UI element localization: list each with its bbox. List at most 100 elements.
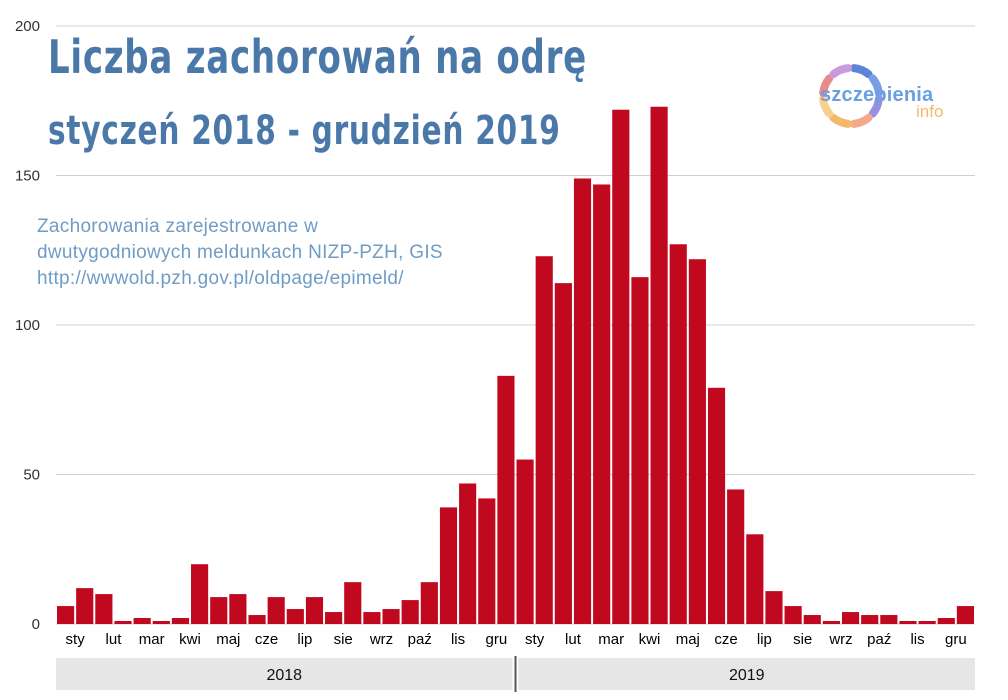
bar — [286, 609, 304, 624]
logo-ring-segment — [829, 64, 853, 79]
logo-ring-segment — [849, 113, 873, 128]
bar — [191, 564, 209, 624]
bar — [248, 615, 266, 624]
bars — [57, 106, 974, 625]
bar — [765, 591, 783, 624]
bar — [420, 582, 438, 624]
bar — [784, 606, 802, 624]
bar — [727, 489, 745, 624]
year-band — [56, 658, 513, 690]
x-tick-label: lip — [297, 631, 312, 648]
bar — [152, 621, 170, 624]
bar — [937, 618, 955, 624]
bar — [631, 277, 649, 624]
x-tick-label: lis — [910, 631, 924, 648]
y-tick-label: 100 — [15, 317, 40, 334]
x-tick-label: lis — [451, 631, 465, 648]
bar — [325, 612, 343, 624]
source-url: http://wwwold.pzh.gov.pl/oldpage/epimeld… — [37, 268, 404, 289]
x-tick-label: gru — [486, 631, 508, 648]
x-tick-label: lut — [565, 631, 582, 648]
bar — [554, 283, 572, 624]
szczepienia-info-logo-ring — [819, 64, 883, 128]
bar — [229, 594, 247, 624]
logo-ring-segment — [868, 94, 883, 118]
bar — [401, 600, 419, 624]
bar — [478, 498, 496, 624]
y-tick-label: 0 — [32, 616, 40, 633]
bar — [363, 612, 381, 624]
year-band — [518, 658, 975, 690]
bar — [439, 507, 458, 624]
bar — [861, 615, 879, 624]
year-label: 2019 — [729, 667, 765, 684]
bar — [612, 109, 630, 625]
bar — [669, 244, 687, 624]
x-tick-label: sty — [525, 631, 545, 648]
year-bands: 2018 2019 — [56, 656, 975, 692]
bar — [344, 582, 362, 624]
bar — [267, 597, 285, 624]
bar — [822, 621, 840, 624]
logo-ring-segment — [868, 74, 883, 98]
y-tick-label: 50 — [23, 467, 40, 484]
source-note-line: Zachorowania zarejestrowane w — [37, 216, 319, 237]
bar — [57, 606, 75, 624]
bar — [497, 375, 515, 624]
chart-title: Liczba zachorowań na odrę — [48, 30, 587, 84]
bar — [516, 459, 534, 624]
bar — [76, 588, 94, 624]
x-axis-month-labels: sty lut mar kwi maj cze lip sie wrz paź lis gru sty l… — [66, 631, 967, 648]
logo-ring-segment — [849, 64, 873, 79]
x-tick-label: maj — [676, 631, 700, 648]
x-tick-label: paź — [408, 631, 432, 648]
bar — [880, 615, 898, 624]
x-tick-label: mar — [598, 631, 624, 648]
x-tick-label: wrz — [369, 631, 393, 648]
y-tick-label: 150 — [15, 168, 40, 185]
bar — [171, 618, 190, 624]
bar — [746, 534, 764, 624]
bar — [95, 594, 113, 624]
x-tick-label: paź — [867, 631, 891, 648]
chart-subtitle-date-range: styczeń 2018 - grudzień 2019 — [48, 108, 561, 154]
bar — [918, 621, 936, 624]
logo-ring-segment — [819, 94, 834, 118]
bar — [803, 615, 821, 624]
source-note-line: dwutygodniowych meldunkach NIZP-PZH, GIS — [37, 242, 443, 263]
x-tick-label: sty — [66, 631, 86, 648]
bar — [899, 621, 917, 624]
bar — [841, 612, 860, 624]
y-tick-label: 200 — [15, 18, 40, 35]
y-axis-ticks: 0 50 100 150 200 — [15, 18, 40, 633]
year-label: 2018 — [266, 667, 302, 684]
grid-lines — [56, 25, 975, 625]
x-tick-label: lut — [106, 631, 123, 648]
source-note: Zachorowania zarejestrowane w dwutygodni… — [37, 214, 443, 292]
logo-text-main: szczepienia — [820, 84, 934, 106]
bar — [535, 256, 553, 624]
x-tick-label: cze — [714, 631, 737, 648]
x-tick-label: lip — [757, 631, 772, 648]
bar — [593, 184, 611, 624]
bar — [133, 618, 151, 624]
bar — [114, 621, 132, 624]
bar — [956, 606, 974, 624]
bar — [650, 106, 668, 625]
bar — [707, 387, 726, 624]
x-tick-label: gru — [945, 631, 967, 648]
x-tick-label: cze — [255, 631, 278, 648]
logo-text-sub: info — [916, 102, 944, 121]
bar — [305, 597, 324, 624]
x-tick-label: maj — [216, 631, 240, 648]
logo-ring-segment — [819, 74, 834, 98]
bar — [210, 597, 228, 624]
x-tick-label: wrz — [828, 631, 852, 648]
x-tick-label: mar — [139, 631, 165, 648]
x-tick-label: sie — [334, 631, 353, 648]
x-tick-label: kwi — [179, 631, 201, 648]
logo-ring-segment — [829, 113, 853, 128]
x-tick-label: kwi — [639, 631, 661, 648]
bar — [688, 259, 706, 624]
